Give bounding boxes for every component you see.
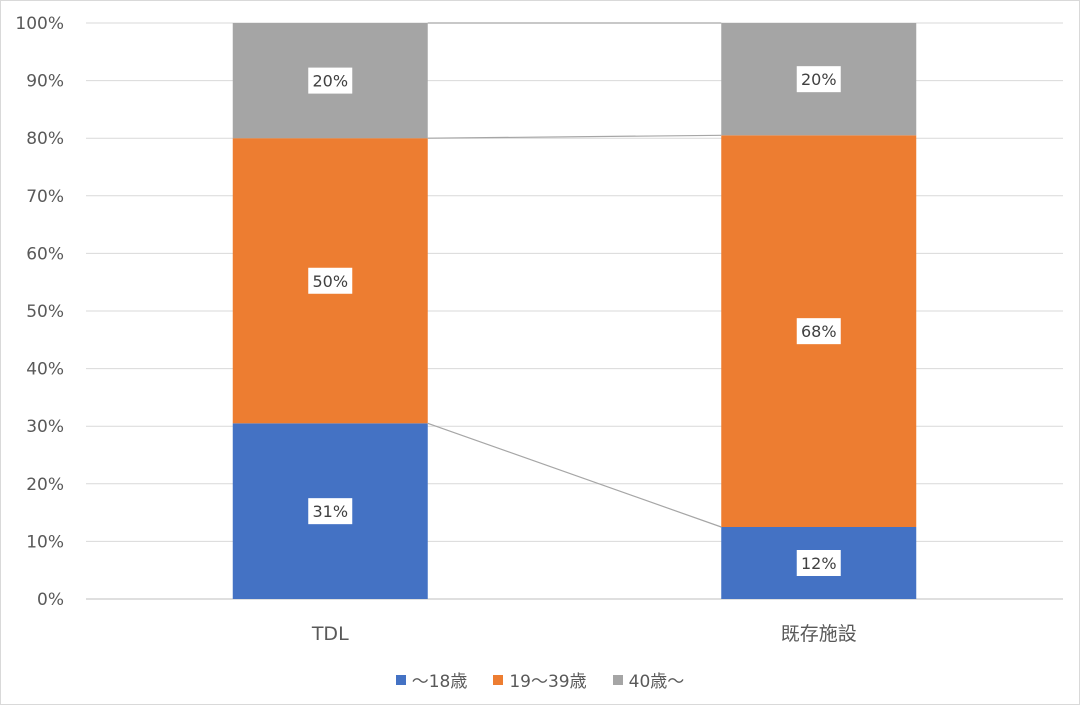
data-label-0-2: 20% [312, 72, 348, 91]
data-label-box-1-0 [796, 550, 841, 576]
data-label-1-0: 12% [801, 554, 837, 573]
y-tick-label-9: 90% [26, 72, 64, 92]
data-label-1-2: 20% [801, 70, 837, 89]
data-label-0-0: 31% [312, 502, 348, 521]
y-tick-label-6: 60% [26, 244, 64, 264]
legend-swatch-19-39 [493, 674, 504, 685]
y-tick-label-10: 100% [15, 14, 64, 34]
legend-swatch-under-18 [395, 674, 406, 685]
series-line-0-0 [427, 422, 722, 528]
legend-label-19-39: 19〜39歳 [509, 672, 587, 692]
y-tick-label-2: 20% [26, 475, 64, 495]
legend-label-40-plus: 40歳〜 [628, 672, 685, 692]
y-tick-label-7: 70% [26, 187, 64, 207]
data-label-box-1-1 [796, 318, 841, 345]
legend-item-40-plus: 40歳〜 [612, 667, 685, 692]
x-tick-label-0: TDL [311, 623, 349, 645]
data-label-box-0-2 [308, 67, 353, 94]
legend: 〜18歳 19〜39歳 40歳〜 [1, 667, 1079, 692]
legend-swatch-40-plus [612, 674, 623, 685]
legend-item-19-39: 19〜39歳 [493, 667, 587, 692]
y-tick-label-1: 10% [26, 532, 64, 552]
y-tick-label-5: 50% [26, 302, 64, 322]
data-label-box-0-0 [308, 498, 353, 525]
legend-item-under-18: 〜18歳 [395, 667, 468, 692]
x-tick-label-1: 既存施設 [781, 623, 857, 645]
series-line-1-0 [427, 134, 722, 139]
y-tick-label-8: 80% [26, 129, 64, 149]
y-tick-label-0: 0% [37, 590, 64, 610]
data-label-1-1: 68% [801, 322, 837, 341]
data-label-box-1-2 [796, 66, 841, 93]
legend-label-under-18: 〜18歳 [411, 672, 468, 692]
data-label-box-0-1 [308, 267, 353, 294]
data-label-0-1: 50% [312, 272, 348, 291]
y-tick-label-3: 30% [26, 417, 64, 437]
y-tick-label-4: 40% [26, 360, 64, 380]
